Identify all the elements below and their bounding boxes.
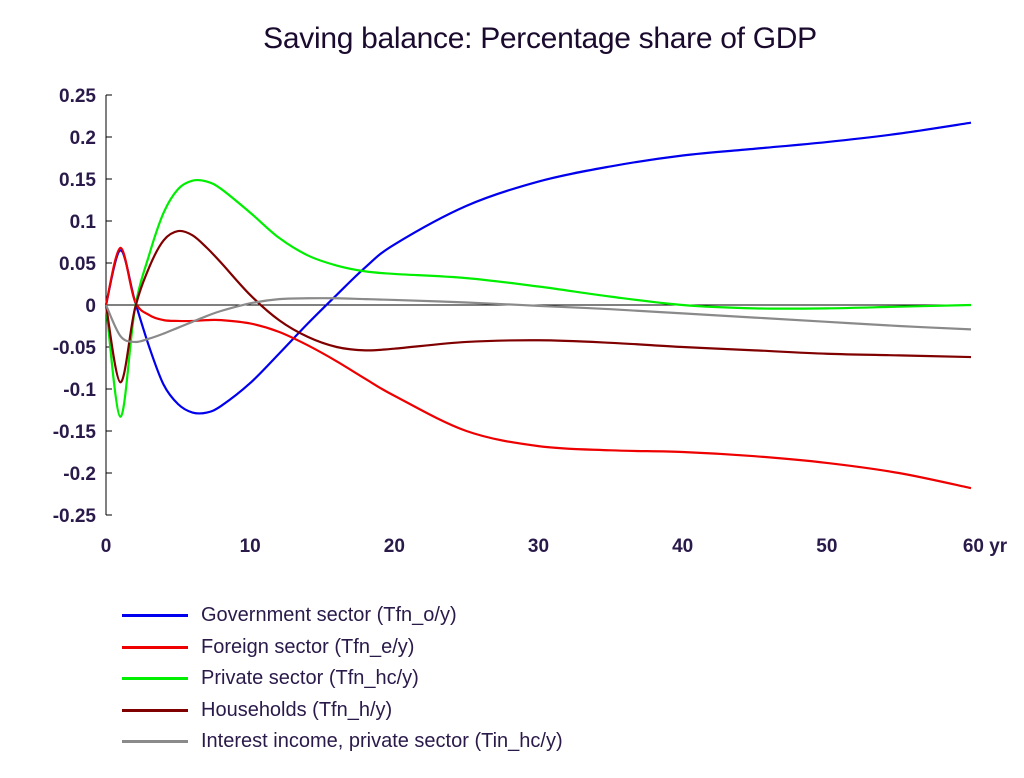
legend-label: Foreign sector (Tfn_e/y) [201, 635, 415, 658]
x-tick-label: 50 [816, 536, 837, 557]
legend-swatch [122, 677, 188, 681]
series-layer [104, 121, 972, 490]
legend-label: Private sector (Tfn_hc/y) [201, 667, 419, 690]
legend: Government sector (Tfn_o/y) Foreign secto… [122, 600, 563, 758]
y-tick-label: 0 [85, 296, 96, 317]
legend-item: Government sector (Tfn_o/y) [122, 600, 563, 632]
series-line-interest-income-private-sector-tin-hc-y [104, 297, 972, 344]
y-tick-label: -0.15 [53, 422, 97, 443]
y-tick-label: 0.15 [59, 170, 96, 191]
legend-item: Foreign sector (Tfn_e/y) [122, 632, 563, 664]
y-tick-label: 0.05 [59, 254, 96, 275]
x-tick-label: 10 [240, 536, 261, 557]
legend-swatch [122, 740, 188, 744]
y-tick-label: 0.1 [70, 212, 97, 233]
series-line-private-sector-tfn-hc-y [104, 178, 972, 418]
y-tick-label: 0.25 [59, 86, 96, 107]
x-tick-label: 20 [384, 536, 405, 557]
legend-swatch [122, 614, 188, 618]
y-tick-label: -0.25 [53, 506, 97, 527]
legend-swatch [122, 708, 188, 712]
series-line-households-tfn-h-y [104, 229, 972, 384]
x-tick-label: 30 [528, 536, 549, 557]
x-tick-label: 60 yr [963, 536, 1008, 557]
chart-title: Saving balance: Percentage share of GDP [263, 22, 817, 55]
legend-item: Interest income, private sector (Tin_hc/… [122, 726, 563, 758]
y-tick-label: 0.2 [70, 128, 96, 149]
legend-label: Government sector (Tfn_o/y) [201, 604, 457, 627]
legend-item: Private sector (Tfn_hc/y) [122, 663, 563, 695]
y-tick-label: -0.1 [63, 380, 96, 401]
x-tick-label: 40 [672, 536, 693, 557]
legend-label: Households (Tfn_h/y) [201, 698, 393, 721]
y-tick-label: -0.2 [63, 464, 96, 485]
tick-labels: 0.25 0.2 0.15 0.1 0.05 0 -0.05 -0.1 -0.15 -0.2 -0.… [53, 86, 1008, 557]
legend-label: Interest income, private sector (Tin_hc/… [201, 730, 563, 753]
y-tick-label: -0.05 [53, 338, 97, 359]
x-tick-label: 0 [101, 536, 112, 557]
legend-swatch [122, 645, 188, 649]
series-line-foreign-sector-tfn-e-y [104, 246, 972, 490]
series-line-government-sector-tfn-o-y [104, 121, 972, 415]
legend-item: Households (Tfn_h/y) [122, 695, 563, 727]
